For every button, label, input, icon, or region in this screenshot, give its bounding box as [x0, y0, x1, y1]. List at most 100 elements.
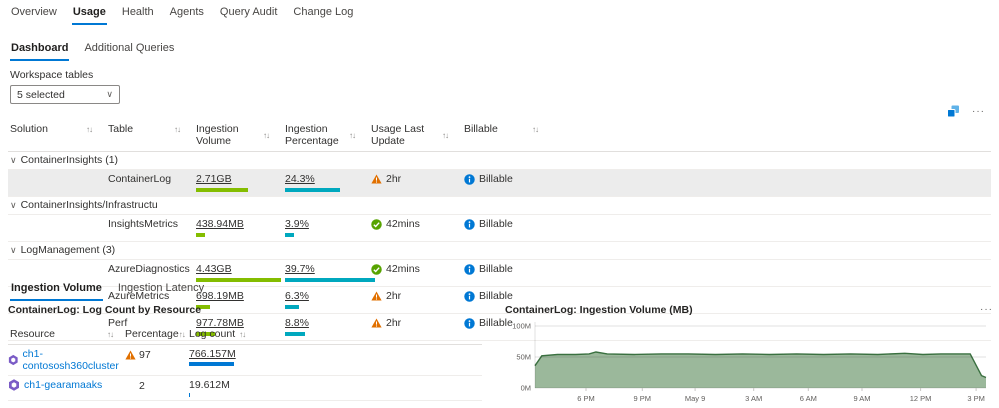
column-header-percentage[interactable]: Percentage ↑↓ [125, 328, 186, 340]
table-name: ContainerLog [108, 173, 172, 185]
cluster-icon [8, 354, 18, 366]
sort-icon[interactable]: ↑↓ [349, 130, 356, 140]
column-header-ingestion-volume[interactable]: Ingestion Volume ↑↓ [196, 123, 270, 147]
log-count-bar [189, 362, 234, 366]
info-icon[interactable] [464, 317, 475, 329]
table-row-azurediagnostics[interactable]: AzureDiagnostics 4.43GB 39.7% 42mins Bil… [8, 260, 991, 287]
usage-last-update-value: 2hr [386, 290, 402, 302]
chevron-expanded-icon: ∨ [10, 244, 17, 255]
group-row-logmanagement[interactable]: ∨ LogManagement (3) [8, 242, 991, 260]
ingestion-volume-value[interactable]: 698.19MB [196, 290, 244, 302]
column-header-table[interactable]: Table ↑↓ [108, 123, 181, 135]
svg-text:May 9: May 9 [685, 394, 705, 403]
sort-icon[interactable]: ↑↓ [239, 329, 246, 339]
group-name: ContainerInsights/Infrastructu [20, 199, 158, 211]
percentage-bar [285, 278, 375, 282]
billable-value: Billable [479, 317, 513, 329]
column-header-solution[interactable]: Solution ↑↓ [10, 123, 93, 135]
tab-agents[interactable]: Agents [169, 6, 204, 18]
chevron-down-icon: ∨ [106, 89, 113, 99]
column-header-usage-last-update[interactable]: Usage Last Update ↑↓ [371, 123, 449, 147]
info-icon[interactable] [464, 290, 475, 302]
panel-title: ContainerLog: Log Count by Resource [8, 304, 202, 316]
resource-row-gearamaaks[interactable]: ch1-gearamaaks 2 19.612M [8, 376, 482, 401]
table-row-insightsmetrics[interactable]: InsightsMetrics 438.94MB 3.9% 42mins Bil… [8, 215, 991, 242]
tab-ingestion-latency[interactable]: Ingestion Latency [117, 282, 205, 294]
svg-text:9 AM: 9 AM [853, 394, 870, 403]
ingestion-volume-value[interactable]: 438.94MB [196, 218, 244, 230]
sort-icon[interactable]: ↑↓ [174, 124, 181, 134]
volume-bar [196, 278, 281, 282]
sort-icon[interactable]: ↑↓ [178, 329, 186, 339]
column-header-billable[interactable]: Billable ↑↓ [464, 123, 539, 135]
tab-overview[interactable]: Overview [11, 6, 57, 18]
column-header-ingestion-percentage[interactable]: Ingestion Percentage ↑↓ [285, 123, 356, 147]
ingestion-volume-value[interactable]: 977.78MB [196, 317, 244, 329]
ingestion-volume-value[interactable]: 2.71GB [196, 173, 232, 185]
resource-link[interactable]: ch1-contososh360cluster [8, 348, 125, 372]
sort-icon[interactable]: ↑↓ [532, 124, 539, 134]
info-icon[interactable] [464, 263, 475, 275]
column-header-resource[interactable]: Resource ↑↓ [10, 328, 114, 340]
info-icon[interactable] [464, 218, 475, 230]
volume-bar [196, 188, 248, 192]
ingestion-volume-area-chart: 0M 50M 100M 6 PM 9 PM May 9 3 AM 6 AM 9 AM 12 PM 3… [512, 322, 987, 403]
log-count-panel: ContainerLog: Log Count by Resource Reso… [8, 304, 482, 401]
table-row-containerlog[interactable]: ContainerLog 2.71GB 24.3% 2hr Billable [8, 170, 991, 197]
table-name: AzureMetrics [108, 290, 170, 302]
workspace-tables-dropdown[interactable]: 5 selected ∨ [10, 85, 120, 104]
log-count-value: 19.612M [189, 379, 230, 391]
table-toolbar: ··· [947, 105, 985, 118]
warning-icon [371, 318, 382, 328]
chart-more-options-icon[interactable]: ··· [980, 304, 993, 315]
tab-usage[interactable]: Usage [71, 2, 107, 25]
sort-icon[interactable]: ↑↓ [263, 130, 270, 140]
tab-ingestion-volume[interactable]: Ingestion Volume [10, 278, 103, 301]
table-row-perf[interactable]: Perf 977.78MB 8.8% 2hr Billable [8, 314, 991, 341]
sort-icon[interactable]: ↑↓ [107, 329, 114, 339]
log-count-bar [189, 393, 191, 397]
ingestion-volume-value[interactable]: 4.43GB [196, 263, 232, 275]
tab-additional-queries[interactable]: Additional Queries [84, 42, 175, 54]
workspace-tables-filter: Workspace tables 5 selected ∨ [10, 69, 120, 104]
tab-query-audit[interactable]: Query Audit [219, 6, 278, 18]
warning-icon [371, 174, 382, 184]
column-header-log-count[interactable]: Log count ↑↓ [189, 328, 246, 340]
chevron-expanded-icon: ∨ [10, 199, 17, 210]
info-icon[interactable] [464, 173, 475, 185]
ingestion-percentage-value[interactable]: 24.3% [285, 173, 315, 185]
billable-value: Billable [479, 218, 513, 230]
percentage-value: 97 [139, 349, 151, 361]
svg-text:9 PM: 9 PM [634, 394, 652, 403]
resource-link[interactable]: ch1-gearamaaks [8, 379, 125, 391]
log-analytics-query-icon[interactable] [947, 105, 960, 118]
group-name: LogManagement (3) [20, 244, 116, 256]
more-options-icon[interactable]: ··· [972, 105, 985, 117]
resource-row-contososh360cluster[interactable]: ch1-contososh360cluster 97 766.157M [8, 345, 482, 376]
group-row-containerinsights[interactable]: ∨ ContainerInsights (1) [8, 152, 991, 170]
billable-value: Billable [479, 263, 513, 275]
ingestion-percentage-value[interactable]: 8.8% [285, 317, 309, 329]
success-icon [371, 218, 382, 230]
sort-icon[interactable]: ↑↓ [86, 124, 93, 134]
sort-icon[interactable]: ↑↓ [442, 130, 449, 140]
tab-change-log[interactable]: Change Log [293, 6, 354, 18]
group-row-containerinsights-infrastructure[interactable]: ∨ ContainerInsights/Infrastructu [8, 197, 991, 215]
detail-tabs: Ingestion Volume Ingestion Latency [10, 278, 205, 301]
svg-text:100M: 100M [512, 322, 531, 331]
usage-table-header: Solution ↑↓ Table ↑↓ Ingestion Volume ↑↓ In… [8, 120, 991, 152]
usage-last-update-value: 42mins [386, 263, 420, 275]
tab-health[interactable]: Health [121, 6, 154, 18]
ingestion-percentage-value[interactable]: 3.9% [285, 218, 309, 230]
ingestion-percentage-value[interactable]: 6.3% [285, 290, 309, 302]
ingestion-percentage-value[interactable]: 39.7% [285, 263, 315, 275]
svg-text:3 AM: 3 AM [745, 394, 762, 403]
usage-last-update-value: 42mins [386, 218, 420, 230]
tab-dashboard[interactable]: Dashboard [10, 38, 70, 61]
log-count-value[interactable]: 766.157M [189, 348, 236, 360]
svg-text:50M: 50M [516, 353, 531, 362]
table-name: AzureDiagnostics [108, 263, 190, 275]
warning-icon [371, 291, 382, 301]
percentage-bar [285, 332, 305, 336]
table-row-azuremetrics[interactable]: AzureMetrics 698.19MB 6.3% 2hr Billable [8, 287, 991, 314]
